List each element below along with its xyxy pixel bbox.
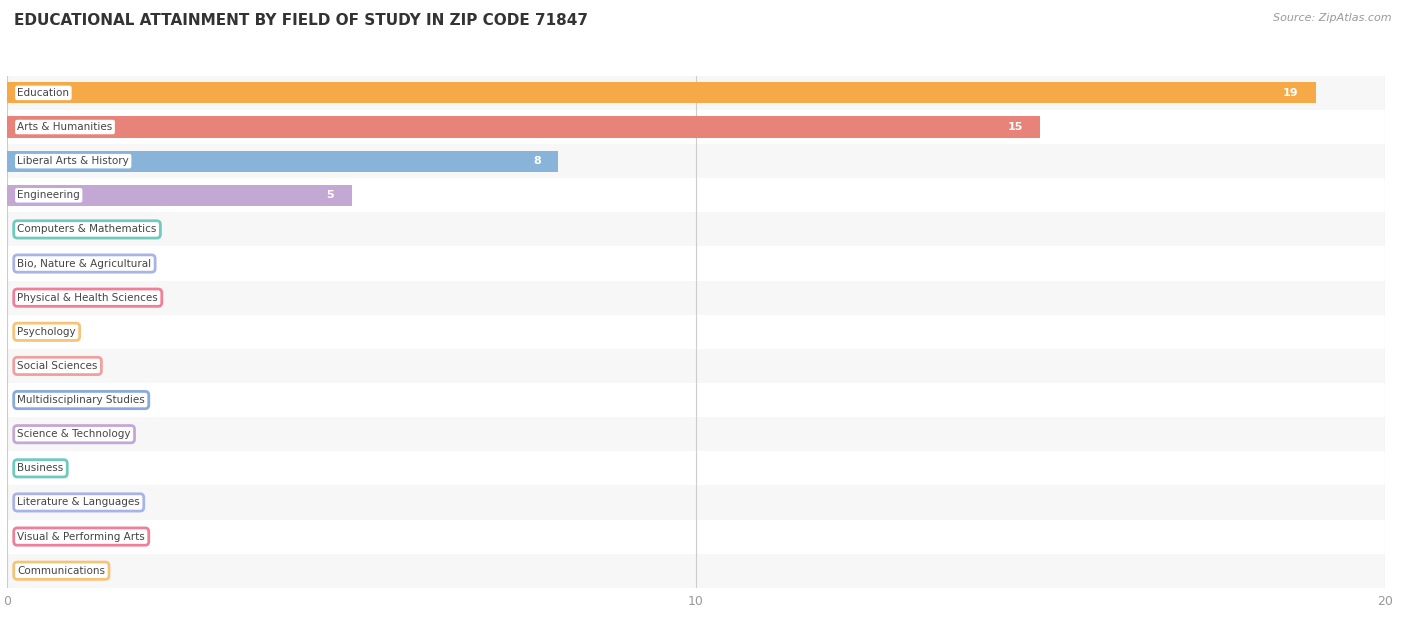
Bar bbox=[7, 520, 1385, 554]
Bar bbox=[7, 116, 1040, 138]
Text: 0: 0 bbox=[28, 395, 35, 405]
Text: Psychology: Psychology bbox=[17, 327, 76, 337]
Bar bbox=[7, 150, 558, 172]
Bar bbox=[7, 451, 1385, 485]
Text: 0: 0 bbox=[28, 293, 35, 303]
Text: Education: Education bbox=[17, 88, 69, 98]
Text: Literature & Languages: Literature & Languages bbox=[17, 497, 141, 507]
Text: EDUCATIONAL ATTAINMENT BY FIELD OF STUDY IN ZIP CODE 71847: EDUCATIONAL ATTAINMENT BY FIELD OF STUDY… bbox=[14, 13, 588, 28]
Text: 19: 19 bbox=[1284, 88, 1299, 98]
Text: 0: 0 bbox=[28, 429, 35, 439]
Text: Arts & Humanities: Arts & Humanities bbox=[17, 122, 112, 132]
Bar bbox=[7, 212, 1385, 246]
Text: Social Sciences: Social Sciences bbox=[17, 361, 98, 371]
Bar bbox=[7, 82, 1316, 104]
Text: Computers & Mathematics: Computers & Mathematics bbox=[17, 224, 156, 234]
Text: Physical & Health Sciences: Physical & Health Sciences bbox=[17, 293, 157, 303]
Bar bbox=[7, 315, 1385, 349]
Bar bbox=[7, 110, 1385, 144]
Text: Communications: Communications bbox=[17, 566, 105, 576]
Bar bbox=[7, 383, 1385, 417]
Text: Business: Business bbox=[17, 463, 63, 473]
Text: 8: 8 bbox=[533, 156, 541, 166]
Bar bbox=[7, 246, 1385, 281]
Text: 0: 0 bbox=[28, 566, 35, 576]
Text: 0: 0 bbox=[28, 532, 35, 542]
Text: 15: 15 bbox=[1008, 122, 1024, 132]
Bar bbox=[7, 417, 1385, 451]
Text: 5: 5 bbox=[326, 190, 335, 200]
Bar bbox=[7, 485, 1385, 520]
Bar bbox=[7, 349, 1385, 383]
Text: Science & Technology: Science & Technology bbox=[17, 429, 131, 439]
Text: Engineering: Engineering bbox=[17, 190, 80, 200]
Text: Visual & Performing Arts: Visual & Performing Arts bbox=[17, 532, 145, 542]
Text: 0: 0 bbox=[28, 361, 35, 371]
Bar bbox=[7, 76, 1385, 110]
Text: 0: 0 bbox=[28, 327, 35, 337]
Text: Source: ZipAtlas.com: Source: ZipAtlas.com bbox=[1274, 13, 1392, 23]
Text: 0: 0 bbox=[28, 258, 35, 269]
Bar bbox=[7, 281, 1385, 315]
Text: Liberal Arts & History: Liberal Arts & History bbox=[17, 156, 129, 166]
Text: Multidisciplinary Studies: Multidisciplinary Studies bbox=[17, 395, 145, 405]
Text: Bio, Nature & Agricultural: Bio, Nature & Agricultural bbox=[17, 258, 152, 269]
Text: 0: 0 bbox=[28, 224, 35, 234]
Bar bbox=[7, 178, 1385, 212]
Bar bbox=[7, 144, 1385, 178]
Text: 0: 0 bbox=[28, 463, 35, 473]
Bar bbox=[7, 554, 1385, 588]
Text: 0: 0 bbox=[28, 497, 35, 507]
Bar bbox=[7, 185, 351, 206]
